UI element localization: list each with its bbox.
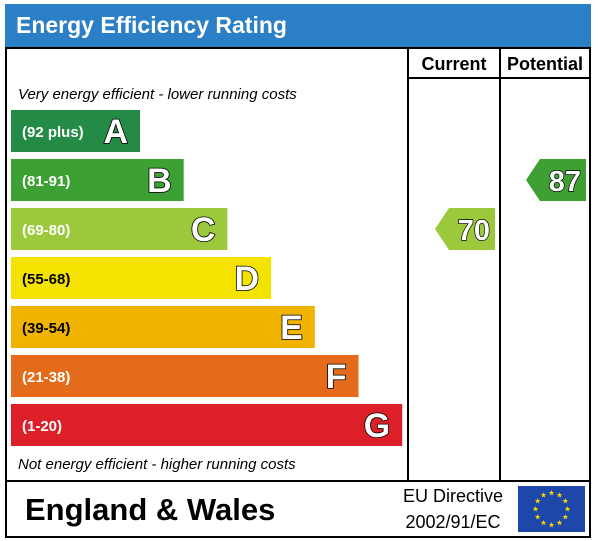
band-range-a: (92 plus) xyxy=(22,124,84,141)
potential-rating-value: 87 xyxy=(549,166,581,198)
title-bar xyxy=(5,4,591,48)
band-letter-g: G xyxy=(364,407,390,445)
eu-star xyxy=(534,498,541,504)
band-c: (69-80) C xyxy=(11,208,228,250)
band-letter-b: B xyxy=(147,162,172,200)
band-e: (39-54) E xyxy=(11,306,315,348)
eu-star xyxy=(548,522,555,528)
eu-directive-line2: 2002/91/EC xyxy=(405,512,500,532)
band-bar-g xyxy=(11,404,403,446)
band-range-f: (21-38) xyxy=(22,369,70,386)
eu-star xyxy=(556,492,563,498)
bottom-efficiency-note: Not energy efficient - higher running co… xyxy=(18,456,296,473)
eu-star xyxy=(540,519,547,526)
band-letter-d: D xyxy=(235,260,260,298)
chart-frame xyxy=(5,47,591,538)
chart-title: Energy Efficiency Rating xyxy=(16,12,287,38)
band-range-d: (55-68) xyxy=(22,271,70,288)
band-d: (55-68) D xyxy=(11,257,272,299)
eu-star xyxy=(564,506,571,512)
eu-star xyxy=(562,498,569,504)
rating-bands: (92 plus) A (81-91) B (69-80) C (55-68) D (39-54… xyxy=(11,110,403,446)
band-bar-f xyxy=(11,355,359,397)
top-efficiency-note: Very energy efficient - lower running co… xyxy=(18,86,297,103)
current-rating-marker xyxy=(435,208,495,250)
rating-arrows: 70 87 xyxy=(435,159,586,250)
region-label: England & Wales xyxy=(25,492,275,527)
band-f: (21-38) F xyxy=(11,355,359,397)
band-bar-d xyxy=(11,257,272,299)
potential-rating-arrow: 87 xyxy=(526,159,586,201)
eu-star xyxy=(548,490,555,496)
current-rating-arrow: 70 xyxy=(435,208,495,250)
band-bar-a xyxy=(11,110,140,152)
eu-star xyxy=(534,514,541,520)
band-bar-e xyxy=(11,306,315,348)
band-range-c: (69-80) xyxy=(22,222,70,239)
eu-star xyxy=(532,506,539,512)
band-letter-e: E xyxy=(280,309,303,347)
potential-column-header: Potential xyxy=(507,54,583,74)
eu-directive-line1: EU Directive xyxy=(403,486,503,506)
band-range-b: (81-91) xyxy=(22,173,70,190)
band-bar-b xyxy=(11,159,184,201)
band-letter-a: A xyxy=(103,113,128,151)
band-letter-f: F xyxy=(326,358,347,396)
eu-star xyxy=(540,492,547,498)
eu-star xyxy=(556,519,563,526)
current-rating-value: 70 xyxy=(458,215,490,247)
eu-flag-icon xyxy=(518,486,585,532)
band-b: (81-91) B xyxy=(11,159,184,201)
band-range-g: (1-20) xyxy=(22,418,62,435)
band-g: (1-20) G xyxy=(11,404,403,446)
band-bar-c xyxy=(11,208,228,250)
band-a: (92 plus) A xyxy=(11,110,140,152)
potential-rating-marker xyxy=(526,159,586,201)
band-letter-c: C xyxy=(191,211,216,249)
band-range-e: (39-54) xyxy=(22,320,70,337)
eu-star xyxy=(562,514,569,520)
current-column-header: Current xyxy=(421,54,486,74)
